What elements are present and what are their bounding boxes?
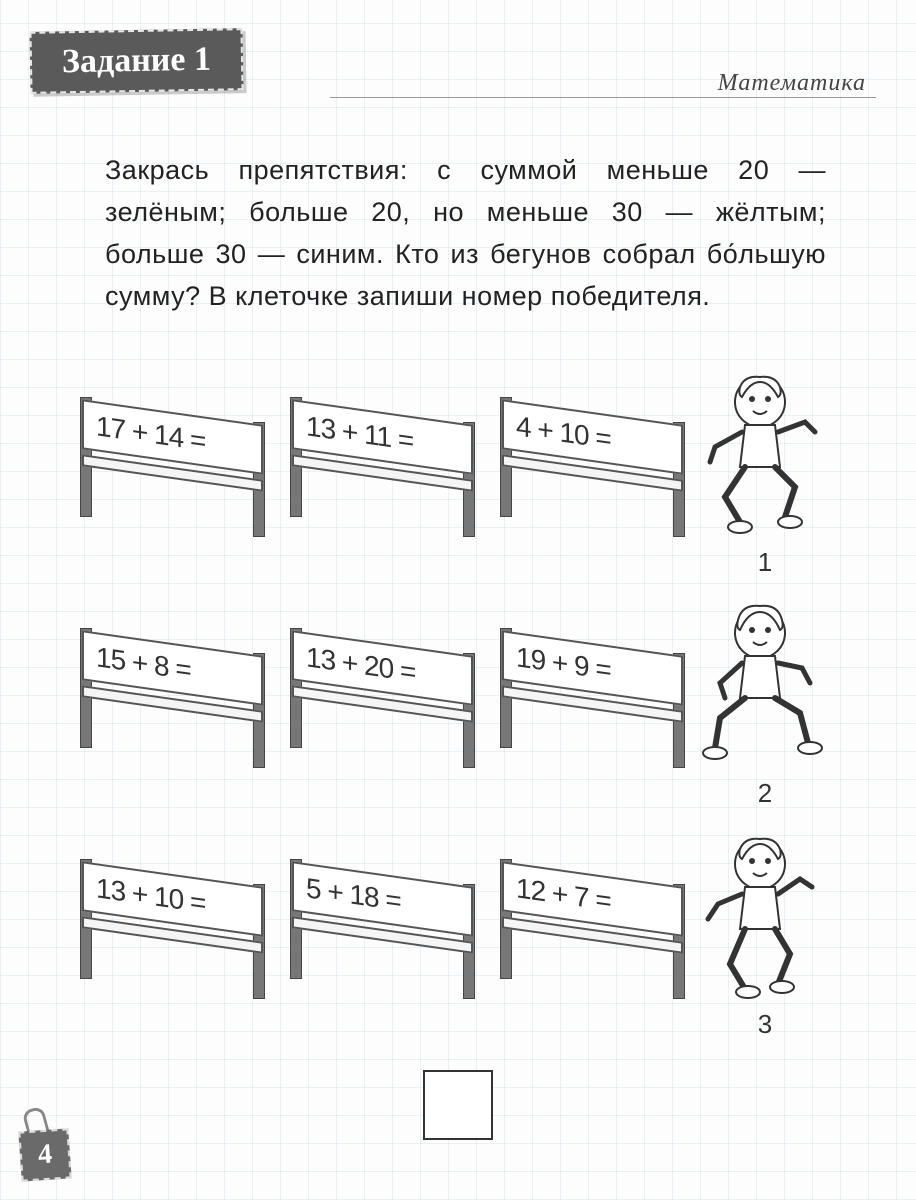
header: Задание 1 Математика bbox=[0, 0, 916, 110]
runner-number: 3 bbox=[695, 1009, 835, 1040]
instructions-text: Закрась препятствия: с суммой меньше 20 … bbox=[105, 150, 826, 317]
page-number: 4 bbox=[18, 1128, 71, 1181]
hurdle-row: 13 + 10 = 5 + 18 = 12 + 7 = bbox=[70, 809, 876, 999]
hurdle-row: 15 + 8 = 13 + 20 = 19 + 9 = bbox=[70, 578, 876, 768]
hurdle: 17 + 14 = bbox=[70, 397, 275, 537]
hurdle: 5 + 18 = bbox=[280, 859, 485, 999]
task-banner: Задание 1 bbox=[29, 28, 243, 94]
hurdle-row: 17 + 14 = 13 + 11 = 4 + 10 = bbox=[70, 347, 876, 537]
subject-label: Математика bbox=[330, 70, 876, 98]
runner-icon bbox=[690, 367, 830, 537]
runner-icon bbox=[690, 829, 830, 999]
hurdle: 13 + 10 = bbox=[70, 859, 275, 999]
answer-box[interactable] bbox=[423, 1070, 493, 1140]
runner-icon bbox=[690, 598, 830, 768]
hurdle: 4 + 10 = bbox=[490, 397, 695, 537]
hurdle: 12 + 7 = bbox=[490, 859, 695, 999]
hurdle: 15 + 8 = bbox=[70, 628, 275, 768]
hurdle: 19 + 9 = bbox=[490, 628, 695, 768]
runner-number: 2 bbox=[695, 778, 835, 809]
hurdle: 13 + 11 = bbox=[280, 397, 485, 537]
runner-number: 1 bbox=[695, 547, 835, 578]
hurdle-rows: 17 + 14 = 13 + 11 = 4 + 10 = 1 bbox=[70, 347, 876, 1040]
hurdle: 13 + 20 = bbox=[280, 628, 485, 768]
